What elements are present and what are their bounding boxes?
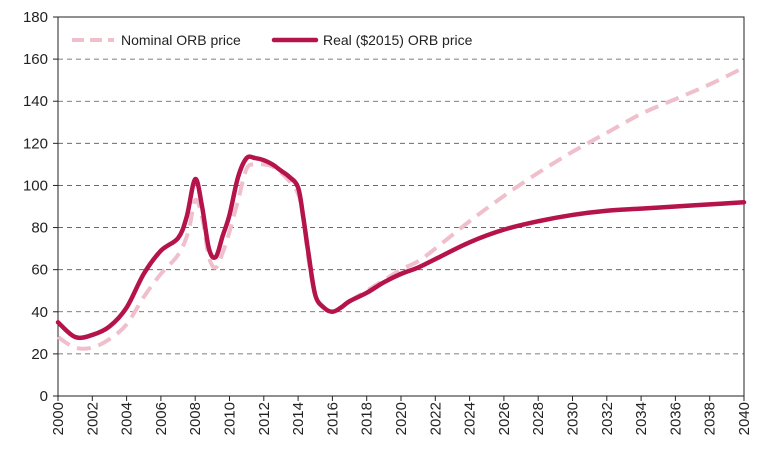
- x-tick-label: 2026: [496, 402, 513, 435]
- x-tick-label: 2040: [736, 402, 753, 435]
- y-tick-label: 140: [23, 93, 48, 110]
- x-tick-label: 2022: [427, 402, 444, 435]
- x-tick-label: 2006: [153, 402, 170, 435]
- y-tick-label: 80: [31, 220, 48, 237]
- x-tick-label: 2036: [667, 402, 684, 435]
- y-tick-label: 180: [23, 9, 48, 26]
- x-tick-label: 2010: [222, 402, 239, 435]
- x-tick-label: 2020: [393, 402, 410, 435]
- x-tick-label: 2018: [359, 402, 376, 435]
- y-tick-label: 20: [31, 346, 48, 363]
- x-axis-ticks: 2000 2002 2004 2006 2008 2010 2012 2014 2016 2018…: [50, 396, 753, 435]
- y-tick-label: 160: [23, 51, 48, 68]
- x-tick-label: 2008: [187, 402, 204, 435]
- y-tick-label: 120: [23, 135, 48, 152]
- x-tick-label: 2030: [565, 402, 582, 435]
- legend-label-real: Real ($2015) ORB price: [323, 32, 473, 48]
- x-tick-label: 2028: [530, 402, 547, 435]
- x-tick-label: 2004: [119, 402, 136, 435]
- x-tick-label: 2034: [633, 402, 650, 435]
- x-tick-label: 2024: [462, 402, 479, 435]
- x-tick-label: 2012: [256, 402, 273, 435]
- series-lines: [55, 65, 747, 351]
- y-tick-label: 60: [31, 262, 48, 279]
- gridlines: [58, 58, 744, 355]
- y-axis-ticks: 0 20 40 60 80 100 120 140 160 180: [23, 9, 58, 405]
- x-tick-label: 2032: [599, 402, 616, 435]
- x-tick-label: 2000: [50, 402, 67, 435]
- y-tick-label: 40: [31, 304, 48, 321]
- legend: Nominal ORB price Real ($2015) ORB price: [72, 32, 473, 48]
- series-line-nominal: [56, 65, 745, 351]
- x-tick-label: 2002: [84, 402, 101, 435]
- legend-label-nominal: Nominal ORB price: [121, 32, 241, 48]
- series-line-real: [55, 154, 747, 341]
- x-tick-label: 2038: [702, 402, 719, 435]
- y-tick-label: 0: [40, 388, 48, 405]
- x-tick-label: 2014: [290, 402, 307, 435]
- y-tick-label: 100: [23, 177, 48, 194]
- x-tick-label: 2016: [324, 402, 341, 435]
